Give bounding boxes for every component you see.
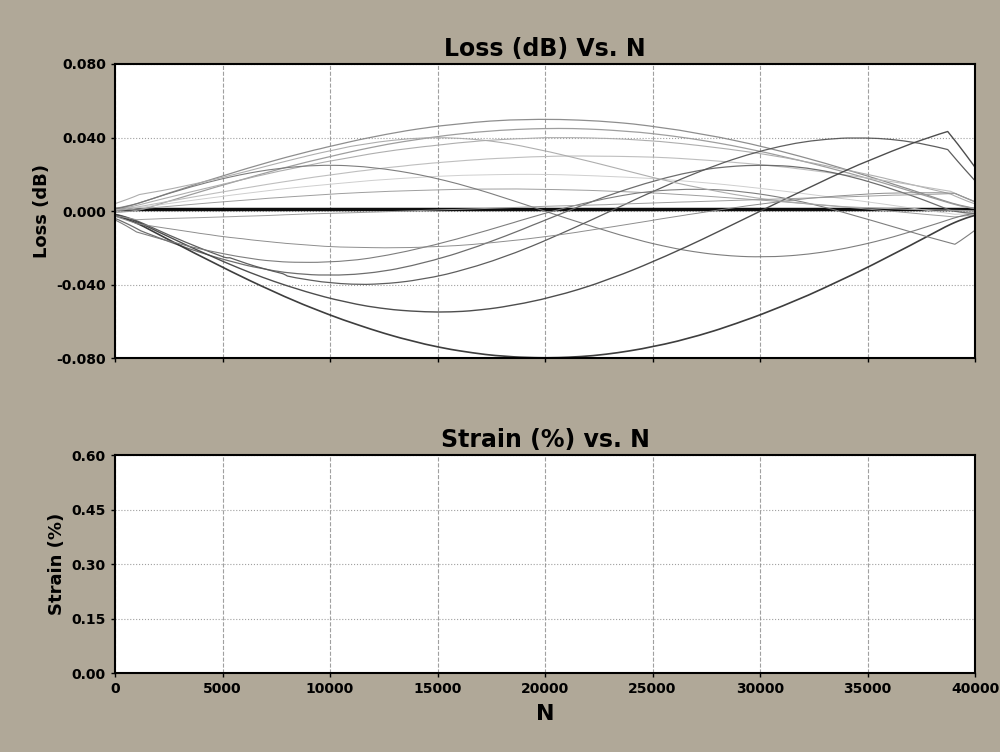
- Y-axis label: Strain (%): Strain (%): [48, 513, 66, 615]
- Title: Strain (%) vs. N: Strain (%) vs. N: [441, 428, 649, 452]
- X-axis label: N: N: [536, 705, 554, 724]
- Y-axis label: Loss (dB): Loss (dB): [33, 164, 51, 258]
- Title: Loss (dB) Vs. N: Loss (dB) Vs. N: [444, 37, 646, 61]
